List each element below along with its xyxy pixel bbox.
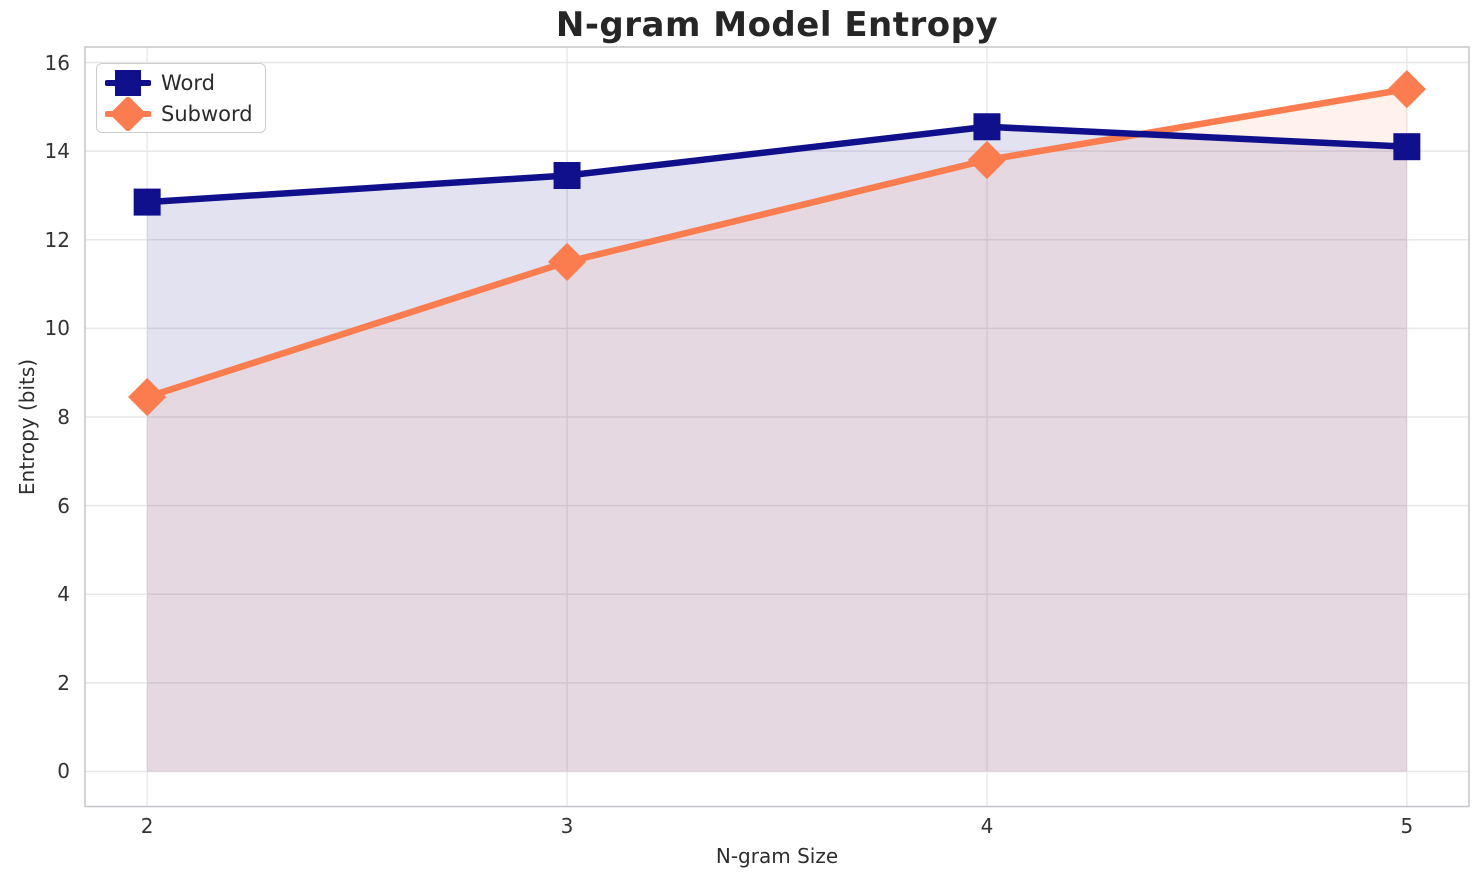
y-tick-label-16: 16 — [44, 50, 70, 75]
legend-label: Word — [161, 70, 215, 95]
legend-marker-diamond-icon — [105, 96, 151, 131]
legend: Word Subword — [96, 63, 266, 133]
legend-item-word: Word — [105, 67, 253, 98]
y-tick-label-4: 4 — [57, 582, 70, 607]
y-tick-label-2: 2 — [57, 670, 70, 695]
legend-label: Subword — [161, 101, 253, 126]
y-axis-label: Entropy (bits) — [15, 358, 39, 496]
legend-marker-square-icon — [105, 69, 151, 96]
chart-title: N-gram Model Entropy — [555, 5, 999, 45]
x-tick-label-4: 4 — [980, 814, 994, 838]
y-tick-label-10: 10 — [44, 316, 70, 341]
legend-item-subword: Subword — [105, 96, 253, 131]
x-tick-label-5: 5 — [1400, 814, 1414, 838]
x-tick-label-2: 2 — [140, 814, 154, 838]
x-tick-label-3: 3 — [560, 814, 574, 838]
y-tick-label-6: 6 — [57, 493, 70, 518]
y-tick-label-0: 0 — [57, 759, 70, 784]
y-tick-label-14: 14 — [44, 139, 70, 164]
y-tick-label-8: 8 — [57, 405, 70, 429]
y-tick-label-12: 12 — [44, 227, 70, 252]
x-axis-label: N-gram Size — [715, 844, 839, 868]
